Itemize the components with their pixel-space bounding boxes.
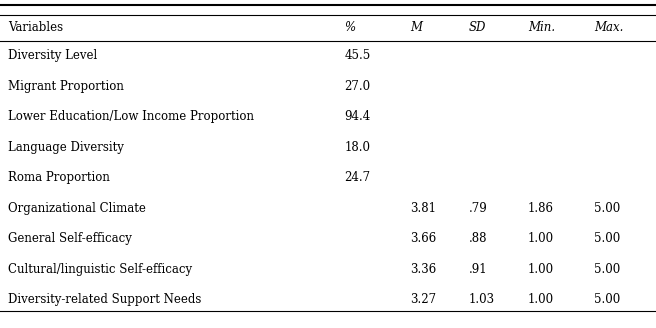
Text: %: %	[344, 21, 356, 34]
Text: Diversity-related Support Needs: Diversity-related Support Needs	[8, 293, 201, 306]
Text: 3.66: 3.66	[410, 232, 436, 245]
Text: .88: .88	[469, 232, 487, 245]
Text: Max.: Max.	[594, 21, 623, 34]
Text: 3.27: 3.27	[410, 293, 436, 306]
Text: Migrant Proportion: Migrant Proportion	[8, 80, 124, 93]
Text: 5.00: 5.00	[594, 202, 620, 215]
Text: 45.5: 45.5	[344, 49, 371, 62]
Text: 5.00: 5.00	[594, 232, 620, 245]
Text: 5.00: 5.00	[594, 293, 620, 306]
Text: 3.36: 3.36	[410, 263, 436, 276]
Text: 18.0: 18.0	[344, 141, 371, 154]
Text: 24.7: 24.7	[344, 171, 371, 184]
Text: Cultural/linguistic Self-efficacy: Cultural/linguistic Self-efficacy	[8, 263, 192, 276]
Text: Organizational Climate: Organizational Climate	[8, 202, 146, 215]
Text: SD: SD	[469, 21, 486, 34]
Text: Lower Education/Low Income Proportion: Lower Education/Low Income Proportion	[8, 110, 254, 123]
Text: M: M	[410, 21, 422, 34]
Text: 94.4: 94.4	[344, 110, 371, 123]
Text: .91: .91	[469, 263, 487, 276]
Text: Diversity Level: Diversity Level	[8, 49, 97, 62]
Text: .79: .79	[469, 202, 488, 215]
Text: Roma Proportion: Roma Proportion	[8, 171, 110, 184]
Text: 1.00: 1.00	[528, 232, 554, 245]
Text: Min.: Min.	[528, 21, 555, 34]
Text: 1.00: 1.00	[528, 263, 554, 276]
Text: Variables: Variables	[8, 21, 63, 34]
Text: General Self-efficacy: General Self-efficacy	[8, 232, 132, 245]
Text: Language Diversity: Language Diversity	[8, 141, 124, 154]
Text: 1.00: 1.00	[528, 293, 554, 306]
Text: 27.0: 27.0	[344, 80, 371, 93]
Text: 3.81: 3.81	[410, 202, 436, 215]
Text: 1.86: 1.86	[528, 202, 554, 215]
Text: 1.03: 1.03	[469, 293, 495, 306]
Text: 5.00: 5.00	[594, 263, 620, 276]
